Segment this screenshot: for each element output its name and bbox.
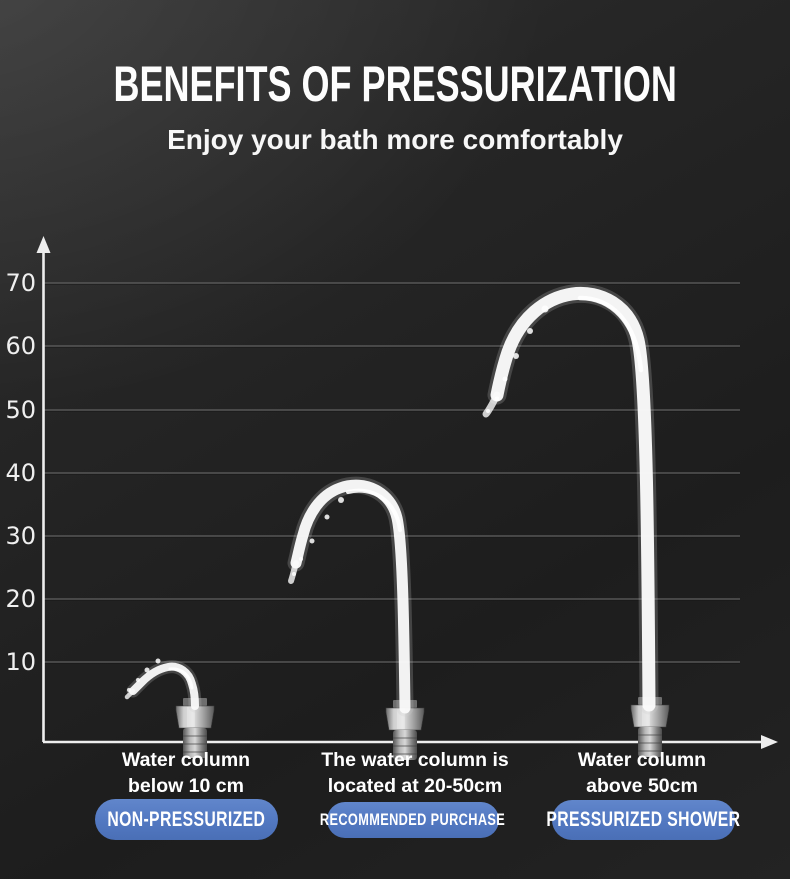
y-axis-tick-20: 20 (5, 585, 36, 613)
column-label-non-pressurized: Water column below 10 cm (66, 747, 306, 799)
column-label-line2: located at 20-50cm (327, 775, 503, 797)
badge-recommended-purchase: RECOMMENDED PURCHASE (320, 802, 505, 838)
water-jet-non-pressurized (124, 658, 215, 758)
column-label-line2: below 10 cm (128, 775, 244, 797)
faucet-collar (638, 697, 662, 705)
water-jet-pressurized (482, 283, 670, 757)
badge-label: NON-PRESSURIZED (107, 807, 266, 831)
y-axis-tick-10: 10 (5, 648, 36, 676)
faucet-collar (393, 700, 417, 708)
x-axis-arrow-icon (761, 735, 778, 749)
column-label-line1: Water column (577, 749, 707, 771)
y-axis-tick-70: 70 (5, 269, 36, 297)
water-droplets (292, 497, 344, 576)
faucet-collar (183, 698, 207, 706)
page-subtitle: Enjoy your bath more comfortably (167, 124, 623, 155)
y-axis-tick-40: 40 (5, 459, 36, 487)
y-axis-tick-30: 30 (5, 522, 36, 550)
badge-label: PRESSURIZED SHOWER (546, 808, 741, 831)
header: BENEFITS OF PRESSURIZATION (0, 58, 790, 111)
water-jet-recommended (287, 476, 425, 760)
badge-pressurized-shower: PRESSURIZED SHOWER (546, 800, 740, 840)
column-label-recommended: The water column is located at 20-50cm (295, 747, 535, 799)
page-title: BENEFITS OF PRESSURIZATION (113, 56, 677, 112)
column-label-line2: above 50cm (586, 775, 698, 797)
y-axis-arrow-icon (36, 236, 51, 253)
faucet-nut (385, 707, 425, 731)
column-label-line1: Water column (121, 749, 251, 771)
gridlines (44, 282, 740, 664)
axes (36, 236, 778, 749)
water-stream-medium (290, 479, 411, 714)
badge-label: RECOMMENDED PURCHASE (320, 810, 506, 829)
y-axis-tick-50: 50 (5, 396, 36, 424)
faucet-nut (630, 704, 670, 728)
column-label-pressurized: Water column above 50cm (522, 747, 762, 799)
water-droplets (486, 305, 549, 413)
y-axis-tick-60: 60 (5, 332, 36, 360)
water-droplets (127, 658, 161, 692)
badge-non-pressurized: NON-PRESSURIZED (95, 799, 278, 840)
column-label-line1: The water column is (321, 749, 509, 771)
water-stream-tall (490, 286, 656, 712)
water-stream-small (129, 662, 199, 710)
faucet-nut (175, 705, 215, 729)
